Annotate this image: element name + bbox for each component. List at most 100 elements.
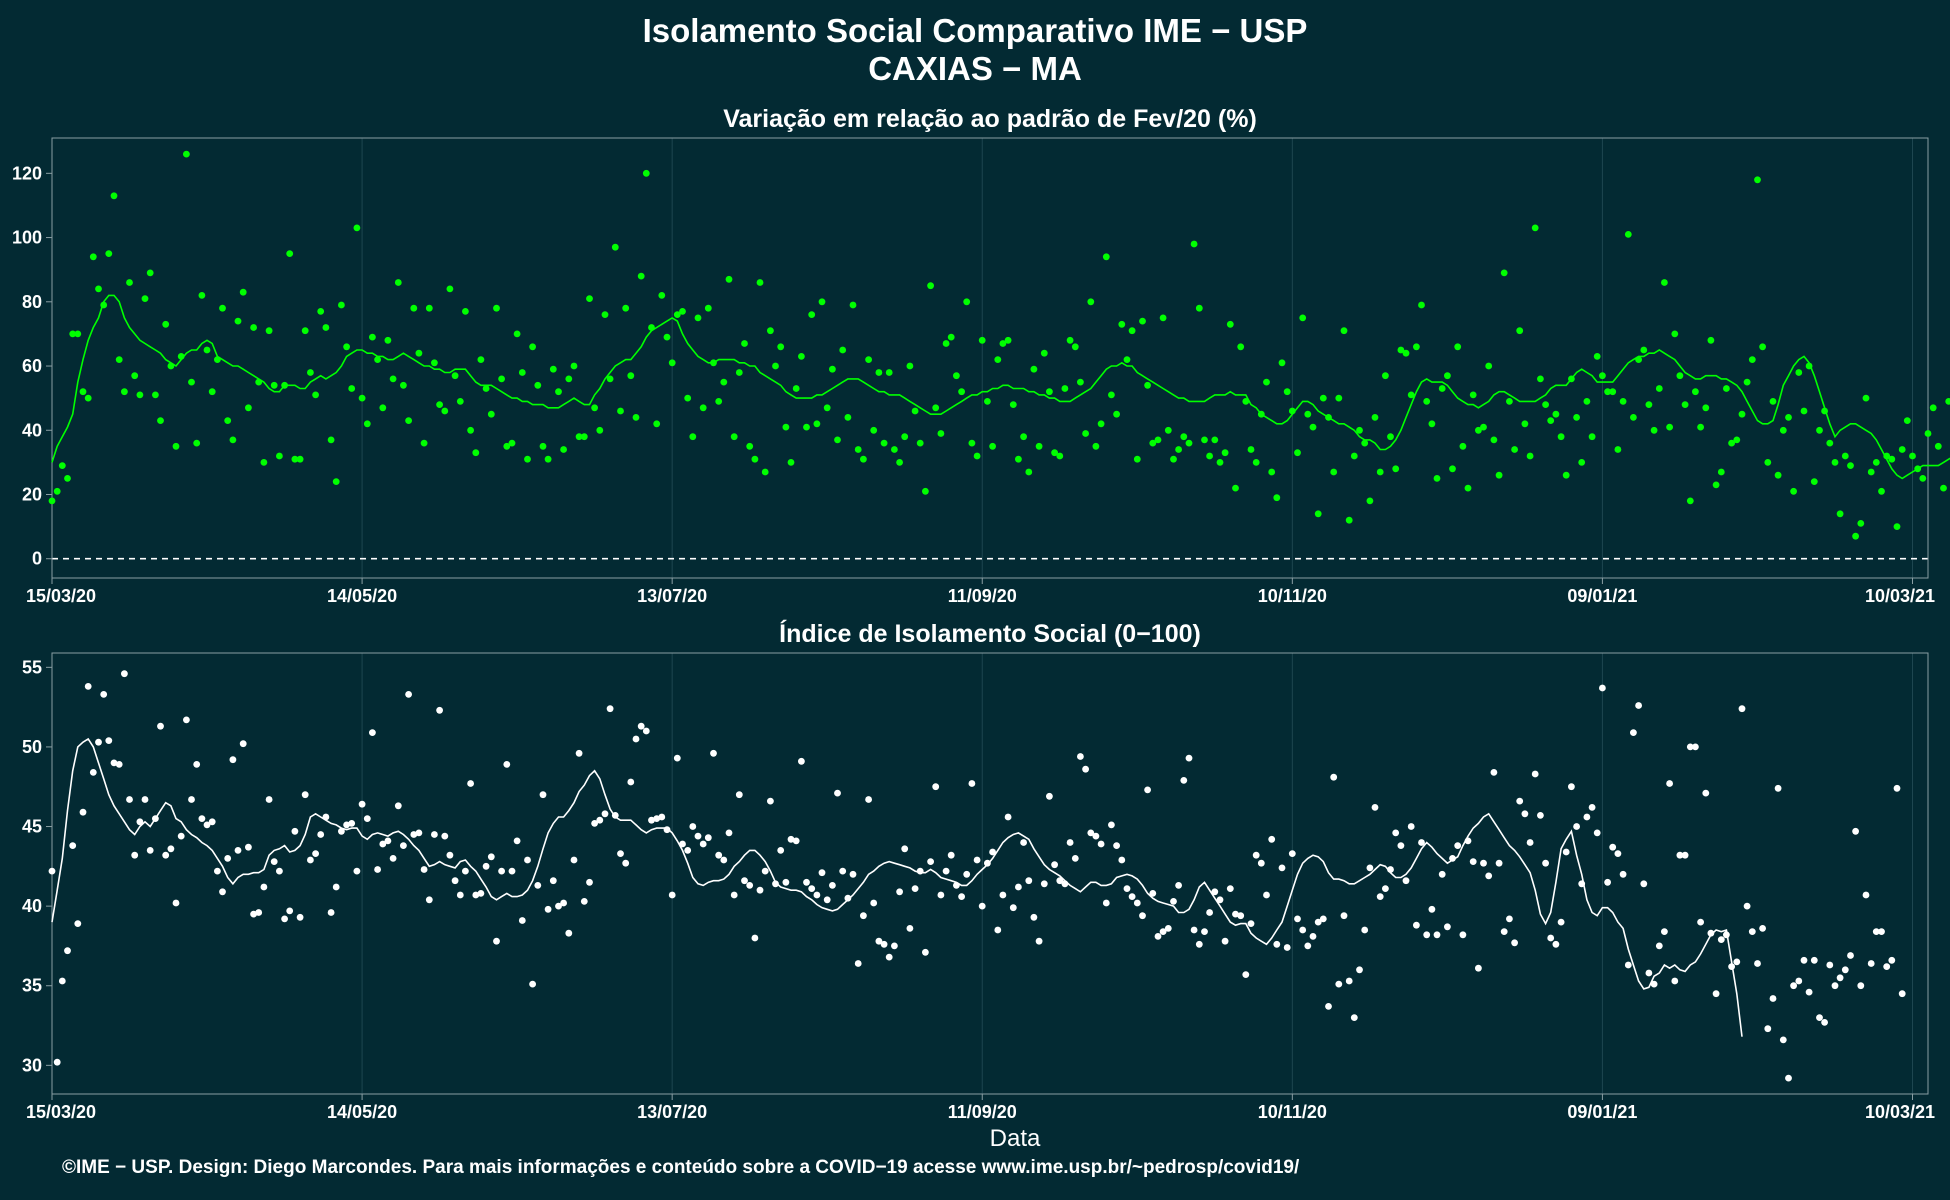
y-tick-label: 30 [22, 1055, 42, 1075]
data-point [1139, 912, 1146, 920]
data-point [1588, 433, 1596, 441]
figure-subtitle: CAXIAS − MA [868, 50, 1082, 87]
data-point [1159, 314, 1167, 322]
data-point [1516, 327, 1524, 335]
data-point [1371, 804, 1379, 811]
data-point [653, 420, 661, 428]
data-point [1779, 1036, 1787, 1044]
data-point [167, 845, 175, 853]
data-point [673, 754, 681, 762]
data-point [503, 442, 511, 450]
data-point [1878, 928, 1885, 935]
data-point [989, 848, 996, 856]
data-point [260, 883, 268, 891]
data-point [1108, 821, 1115, 829]
data-point [1661, 928, 1668, 935]
data-point [1852, 827, 1859, 835]
data-point [1557, 918, 1565, 926]
data-point [1893, 784, 1901, 792]
data-point [1009, 401, 1017, 408]
data-point [1268, 835, 1276, 843]
data-point [1480, 859, 1487, 867]
data-point [1288, 850, 1296, 857]
x-tick-label: 14/05/20 [327, 1102, 397, 1122]
data-point [508, 439, 516, 447]
data-point [1077, 753, 1084, 760]
data-point [1237, 912, 1245, 920]
data-point [1821, 1019, 1828, 1026]
data-point [544, 455, 552, 463]
data-point [1666, 423, 1673, 431]
data-point [1614, 850, 1622, 857]
data-point [880, 940, 888, 948]
data-point [1562, 471, 1570, 479]
data-point [1697, 918, 1704, 926]
data-point [167, 362, 175, 370]
data-point [1805, 988, 1813, 996]
data-point [1164, 925, 1172, 932]
data-point [777, 847, 785, 854]
data-point [642, 169, 650, 177]
data-point [307, 369, 314, 376]
data-point [761, 867, 769, 875]
data-point [317, 831, 325, 838]
data-point [141, 295, 149, 302]
data-point [1061, 880, 1069, 888]
data-point [1774, 784, 1782, 792]
data-point [1650, 426, 1658, 434]
data-point [1149, 890, 1157, 897]
data-point [1304, 410, 1312, 418]
data-point [482, 862, 490, 870]
data-point [767, 797, 774, 805]
data-point [792, 385, 800, 392]
data-point [1635, 702, 1642, 709]
data-point [425, 896, 433, 904]
data-point [1206, 909, 1213, 916]
data-point [1521, 810, 1529, 818]
data-point [1335, 394, 1343, 402]
data-point [906, 362, 914, 370]
data-point [1397, 346, 1405, 354]
y-tick-label: 45 [22, 817, 42, 837]
data-point [891, 942, 898, 950]
data-point [1206, 452, 1213, 460]
data-point [947, 333, 955, 341]
data-point [1790, 982, 1797, 990]
panel-1: Variação em relação ao padrão de Fev/20 … [12, 105, 1950, 606]
data-point [1216, 459, 1224, 466]
data-point [1506, 915, 1513, 923]
data-point [1382, 885, 1389, 892]
data-point [193, 439, 201, 447]
data-point [255, 909, 263, 916]
data-point [1459, 442, 1467, 450]
data-point [730, 891, 738, 899]
data-point [963, 298, 971, 306]
data-point [1211, 436, 1219, 444]
data-point [663, 826, 671, 834]
data-point [1097, 840, 1105, 848]
data-point [1092, 442, 1100, 450]
data-point [953, 882, 960, 889]
data-point [121, 670, 128, 678]
data-point [1655, 942, 1663, 950]
data-point [146, 269, 154, 277]
data-point [1020, 433, 1027, 441]
data-point [136, 391, 144, 399]
data-point [188, 378, 195, 386]
data-point [1537, 812, 1544, 819]
data-point [994, 356, 1002, 363]
data-point [281, 915, 288, 923]
data-point [782, 878, 790, 886]
data-point [1376, 468, 1384, 476]
data-point [1506, 398, 1513, 405]
data-point [1888, 455, 1896, 463]
data-point [1883, 452, 1891, 460]
data-point [363, 420, 371, 428]
data-point [715, 851, 723, 859]
data-point [1382, 372, 1389, 380]
data-point [1712, 481, 1720, 489]
x-tick-label: 10/11/20 [1258, 586, 1327, 606]
data-point [74, 330, 82, 338]
data-point [1624, 961, 1632, 969]
data-point [1800, 407, 1808, 415]
